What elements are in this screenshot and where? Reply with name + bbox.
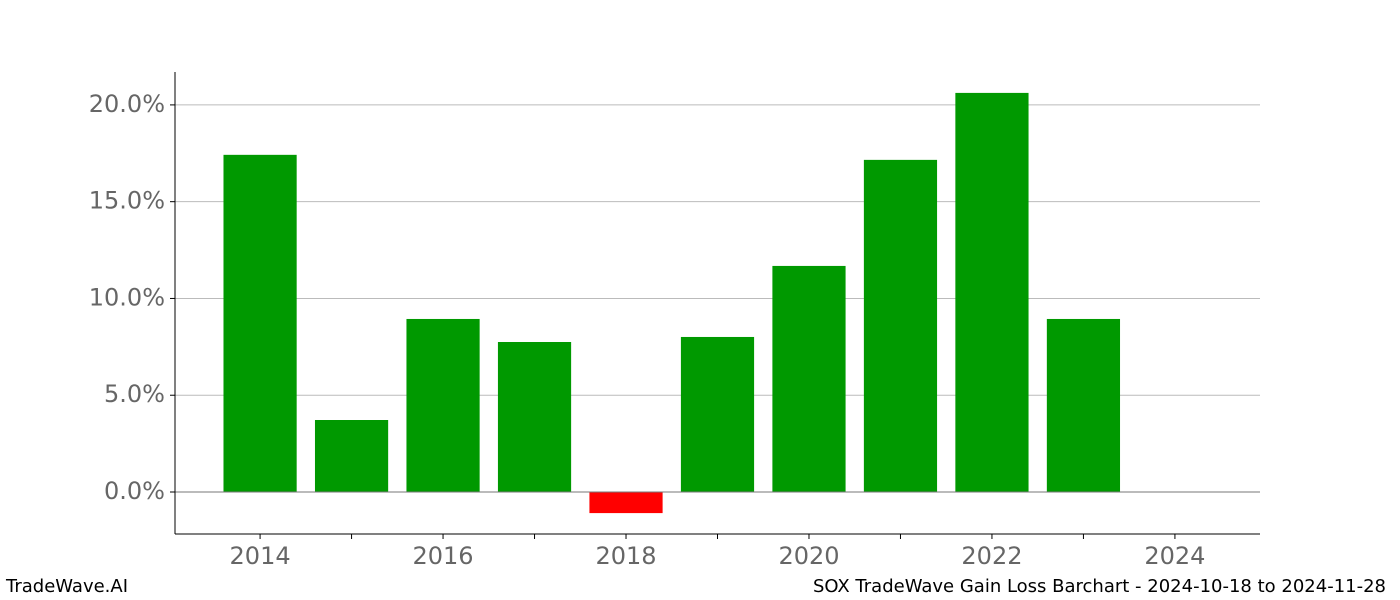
bar [497,342,572,492]
x-tick-label: 2022 [961,542,1022,570]
chart-title: SOX TradeWave Gain Loss Barchart - 2024-… [813,576,1386,597]
x-tick-label: 2018 [595,542,656,570]
bar [772,265,846,492]
bar [406,318,480,492]
bar [314,420,389,492]
x-tick-label: 2024 [1144,542,1205,570]
bar [863,159,938,492]
bar [589,492,663,514]
x-tick-label: 2020 [778,542,839,570]
x-tick-label: 2014 [230,542,291,570]
y-tick-label: 15.0% [89,187,165,215]
y-tick-label: 5.0% [104,380,165,408]
bar [1046,318,1121,492]
bar [955,92,1029,492]
bar [680,336,755,492]
y-tick-label: 0.0% [104,477,165,505]
y-tick-label: 10.0% [89,283,165,311]
brand: TradeWave.AI [5,576,128,597]
bar [223,154,297,492]
x-tick-label: 2016 [413,542,474,570]
y-tick-label: 20.0% [89,90,165,118]
